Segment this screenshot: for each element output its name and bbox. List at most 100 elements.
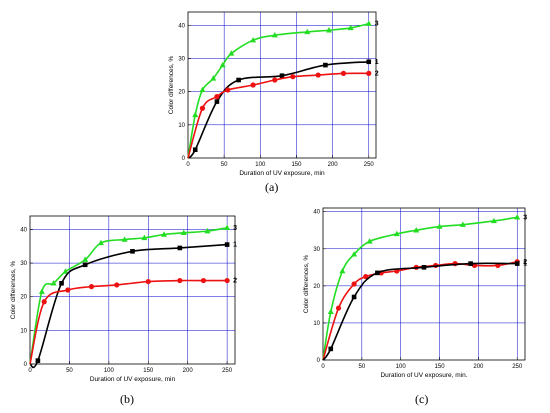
series-2-point-2 — [214, 94, 220, 100]
series-2-point-9 — [366, 70, 372, 76]
series-1-point-1 — [35, 358, 41, 363]
y-tick-label: 10 — [20, 328, 27, 334]
series-3-point-11 — [224, 224, 231, 230]
x-tick-label: 0 — [321, 364, 325, 370]
y-tick-label: 20 — [20, 295, 27, 301]
series-3-point-9 — [326, 27, 332, 33]
series-3-point-11 — [365, 20, 372, 26]
series-3-point-1 — [327, 308, 334, 315]
series-1-point-3 — [236, 77, 241, 83]
x-tick-label: 150 — [435, 364, 446, 370]
series-3-point-4 — [366, 238, 373, 244]
series-3-label: 3 — [375, 21, 379, 28]
series-1-group: 1 — [187, 59, 379, 159]
series-1-point-4 — [421, 265, 427, 270]
x-axis-title: Duration of UV exposure, min — [239, 170, 325, 177]
series-1-point-1 — [192, 147, 198, 153]
panel-label-a: (a) — [265, 180, 279, 194]
series-2-group: 2 — [29, 277, 237, 365]
series-1-label: 1 — [233, 242, 237, 249]
y-tick-label: 40 — [178, 23, 185, 29]
x-tick-label: 0 — [186, 162, 190, 168]
series-3-point-9 — [490, 217, 497, 224]
series-3-point-1 — [192, 111, 199, 118]
series-3-point-2 — [199, 86, 206, 93]
series-1-point-5 — [468, 261, 473, 266]
series-1-point-6 — [514, 261, 520, 266]
chart-panel-a: 0 10 20 30 40 0 50 100 150 200 250 Duration of UV e… — [150, 4, 382, 179]
series-2-point-1 — [335, 305, 342, 311]
series-3-group: 3 — [187, 20, 379, 159]
series-2-point-2 — [65, 287, 71, 293]
x-tick-label: 150 — [143, 368, 154, 374]
y-tick-label: 0 — [317, 358, 321, 364]
x-tick-label: 100 — [396, 364, 407, 370]
y-tick-label: 40 — [20, 227, 27, 233]
series-3-point-5 — [228, 50, 235, 56]
x-tick-label: 200 — [183, 368, 194, 374]
series-2-point-3 — [363, 273, 369, 280]
series-3-line — [29, 226, 228, 365]
x-axis-title: Duration of UV exposure, min. — [380, 372, 467, 379]
series-2-point-4 — [250, 82, 256, 88]
series-1-point-2 — [214, 99, 220, 104]
panel-label-c: (c) — [415, 392, 429, 406]
x-tick-label: 0 — [28, 368, 32, 374]
x-tick-label: 50 — [359, 364, 366, 370]
series-3-point-7 — [141, 234, 148, 241]
series-1-point-4 — [130, 249, 135, 254]
x-tick-label: 250 — [512, 364, 523, 370]
series-3-group: 3 — [29, 224, 237, 365]
x-tick-label: 50 — [66, 368, 73, 374]
series-3-point-4 — [219, 61, 226, 68]
series-1-point-4 — [279, 73, 285, 79]
series-2-point-2 — [351, 281, 357, 287]
series-3-point-1 — [38, 288, 45, 294]
series-2-point-5 — [145, 278, 151, 285]
series-2-label: 2 — [233, 278, 237, 285]
y-tick-label: 10 — [178, 123, 185, 129]
series-2-line — [187, 72, 369, 159]
y-axis-title: Color differences, % — [168, 56, 175, 115]
plot-frame — [322, 207, 526, 361]
series-1-label: 1 — [375, 59, 379, 66]
series-3-point-10 — [514, 214, 521, 220]
series-3-point-3 — [210, 75, 217, 81]
series-1-point-2 — [351, 294, 357, 300]
series-3-point-3 — [351, 251, 358, 257]
series-3-point-7 — [271, 32, 278, 38]
panel-label-b: (b) — [120, 392, 134, 406]
series-3-point-6 — [250, 37, 257, 43]
chart-c-svg: 0 10 20 30 40 0 50 100 150 200 250 Duration of UV e… — [303, 207, 527, 379]
x-tick-label: 150 — [291, 162, 302, 168]
series-2-point-6 — [177, 277, 183, 284]
chart-panel-b: 0 10 20 30 40 0 50 100 150 200 250 Duration of UV e… — [8, 204, 240, 389]
x-tick-label: 100 — [255, 162, 266, 168]
series-3-point-10 — [347, 24, 354, 31]
series-2-point-6 — [290, 74, 296, 80]
series-2-point-7 — [315, 72, 321, 78]
series-3-point-2 — [50, 280, 57, 286]
series-2-point-3 — [225, 87, 231, 93]
x-tick-label: 100 — [104, 368, 115, 374]
series-2-point-8 — [340, 70, 347, 76]
series-2-label: 2 — [375, 70, 379, 77]
series-3-point-9 — [180, 229, 187, 236]
plot-frame — [187, 11, 377, 159]
series-3-point-4 — [82, 256, 89, 262]
series-2-line — [322, 260, 518, 361]
series-3-line — [187, 22, 369, 159]
y-tick-label: 20 — [313, 284, 320, 290]
x-axis-title: Duration of UV exposure, min — [90, 376, 176, 383]
y-axis-title: Color differences, % — [10, 261, 17, 320]
series-3-label: 3 — [233, 225, 237, 232]
y-tick-label: 30 — [313, 247, 320, 253]
series-1-point-2 — [59, 280, 64, 286]
x-tick-label: 250 — [222, 368, 233, 374]
y-tick-label: 40 — [313, 210, 320, 216]
y-axis-title: Color differences, % — [303, 255, 310, 314]
series-2-point-5 — [272, 77, 278, 83]
y-tick-label: 10 — [313, 321, 320, 327]
series-1-group: 1 — [322, 261, 527, 361]
series-1-point-3 — [82, 262, 88, 268]
